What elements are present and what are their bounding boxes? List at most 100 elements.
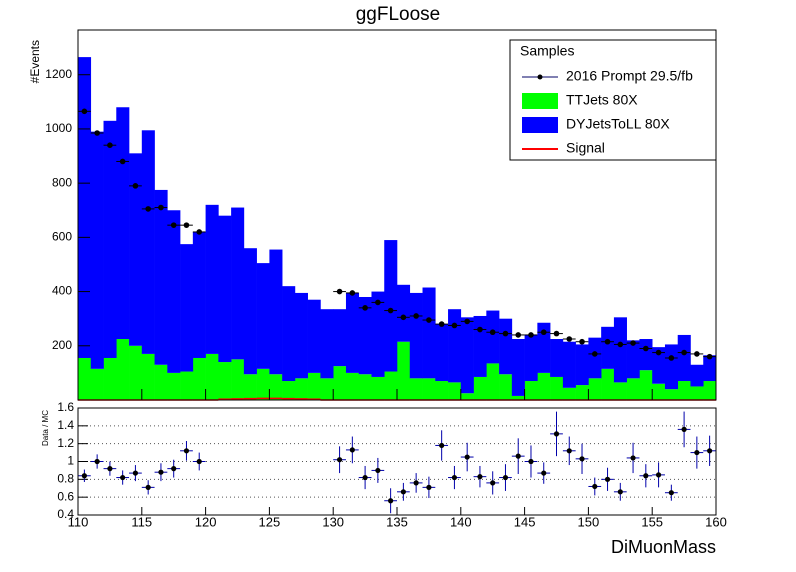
ratio-point [681,426,687,432]
x-tick-label: 135 [386,514,408,529]
ratio-point [145,484,151,490]
bar-segment [256,263,270,369]
data-point [158,204,164,211]
data-point [94,130,100,136]
bar-segment [192,357,206,400]
ratio-point [81,473,87,479]
ratio-point [528,458,534,465]
data-point [528,332,534,338]
data-point [81,108,88,115]
data-point [706,353,713,360]
data-point [668,355,675,361]
ratio-point [592,483,598,490]
data-point [183,222,190,228]
bar-segment [486,363,500,400]
bar-segment [448,309,462,383]
bar-segment [486,310,500,364]
bar-segment [690,386,704,400]
bar-segment [677,381,691,400]
bar-segment [473,376,487,400]
ratio-frame [77,407,717,516]
bar-segment [422,287,436,379]
bar-segment [652,347,666,384]
bar-segment [205,204,219,354]
bar-segment [677,334,691,382]
legend-swatch [522,93,558,109]
bar-segment [282,286,296,382]
y-tick-label: 200 [52,338,72,352]
bar-segment [588,378,602,400]
x-tick-label: 160 [705,514,727,529]
bar-segment [409,378,423,400]
data-point [579,338,585,345]
data-point [375,299,381,306]
bar-segment [141,353,155,400]
data-point [489,329,496,336]
legend-label: 2016 Prompt 29.5/fb [566,68,693,84]
ratio-point [694,449,700,456]
bar-segment [320,309,334,379]
bar-segment [537,372,551,400]
data-point [119,158,126,165]
legend-label: Signal [566,140,605,156]
y-tick-label: 1000 [45,121,72,135]
ratio-point [171,466,177,472]
ratio-point [604,476,611,482]
ratio-point [439,442,445,449]
data-point [694,351,700,357]
bar-segment [90,131,104,369]
bar-segment [473,315,487,377]
bar-segment [116,339,130,400]
y-tick-label: 800 [52,175,72,189]
ratio-point [655,472,662,478]
bar-segment [269,374,283,400]
bar-segment [460,393,474,400]
x-tick-label: 125 [259,514,281,529]
bar-segment [435,381,449,400]
data-point [336,288,343,295]
ratio-point [630,455,636,461]
x-tick-label: 140 [450,514,472,529]
bar-segment [307,372,321,400]
legend-label: TTJets 80X [566,92,638,108]
bar-segment [333,366,347,400]
x-axis-label: DiMuonMass [611,537,716,557]
ratio-point [375,467,381,474]
bar-segment [192,231,206,358]
data-point [566,336,573,342]
bar-segment [664,344,679,390]
bar-segment [588,337,602,379]
bar-segment [129,153,143,346]
bar-segment [626,340,640,379]
ratio-point [183,448,190,454]
bar-segment [231,359,245,400]
bar-segment [639,370,653,400]
ratio-point [515,453,521,459]
bar-segment [371,291,385,377]
bar-segment [243,248,257,375]
y-tick-label: 1.4 [57,418,74,432]
bar-segment [511,339,525,396]
data-point [387,307,394,314]
y-tick-label: 0.4 [57,507,74,521]
ratio-point [643,473,649,479]
bar-segment [358,374,372,400]
ratio-point [336,457,343,463]
bar-segment [409,292,423,379]
legend-title: Samples [520,43,574,59]
bar-segment [601,326,615,369]
data-point [426,317,432,323]
bar-segment [218,362,232,400]
ratio-point [464,454,470,460]
y-tick-label: 0.6 [57,489,74,503]
ratio-point [107,466,113,472]
data-point [591,351,598,357]
ratio-point [579,456,585,462]
ratio-point [490,480,496,486]
data-point [413,313,419,319]
ratio-point [94,458,100,465]
bar-segment [575,344,589,386]
data-point [451,322,458,329]
bar-segment [154,189,168,365]
bar-segment [294,292,308,379]
